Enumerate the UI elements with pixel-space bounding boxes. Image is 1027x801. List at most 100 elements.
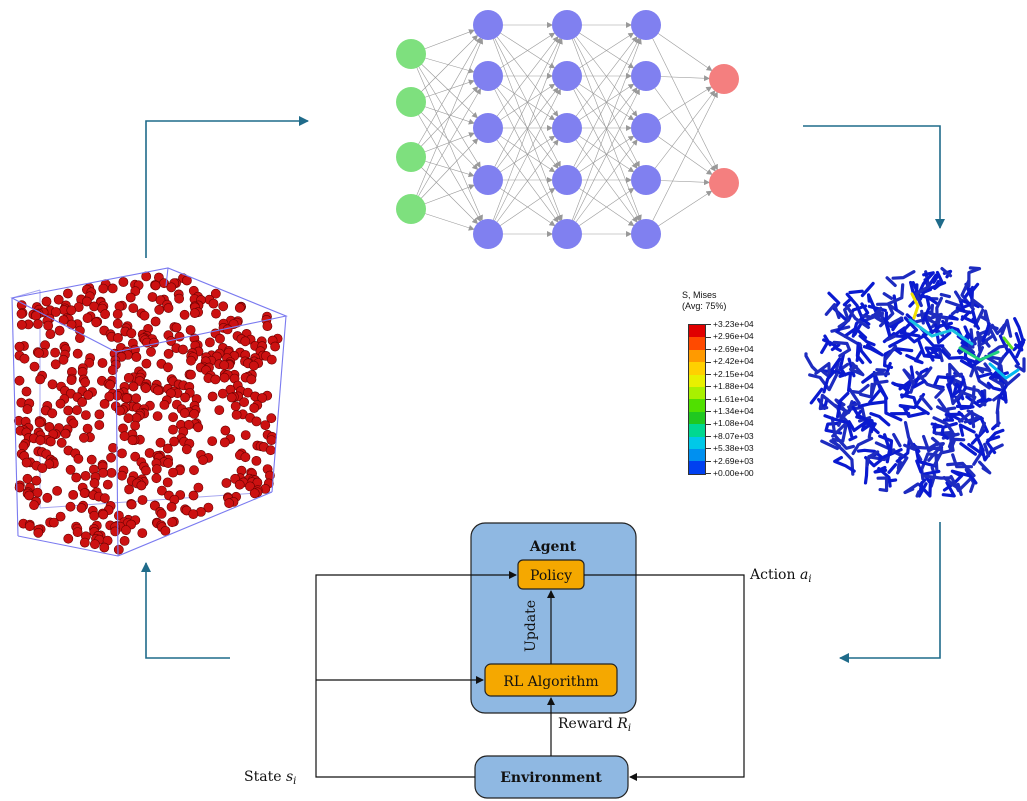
wire-segment xyxy=(935,296,944,322)
sphere xyxy=(94,420,105,430)
sphere xyxy=(99,542,110,553)
wire-segment xyxy=(903,421,916,451)
sphere xyxy=(83,390,93,400)
nn-edge xyxy=(566,87,638,181)
reward-text: Reward Ri xyxy=(558,716,631,734)
wire-segment xyxy=(958,410,976,429)
sphere xyxy=(186,355,196,366)
sphere xyxy=(150,316,161,327)
rl-diagram: Agent Policy RL Algorithm Environment Up… xyxy=(244,522,812,799)
wire-segment xyxy=(814,362,831,379)
wire-segment xyxy=(858,334,876,347)
sphere xyxy=(63,288,73,299)
nn-edge xyxy=(566,24,638,117)
sphere xyxy=(113,332,123,343)
sphere xyxy=(218,301,229,312)
wire-segment xyxy=(834,352,847,377)
sphere xyxy=(178,344,188,355)
wire-segment xyxy=(867,304,887,312)
wire-segment xyxy=(1013,317,1026,359)
sphere xyxy=(72,527,83,537)
wire-segment xyxy=(976,389,992,404)
sphere xyxy=(24,490,35,501)
hidden-node xyxy=(631,113,661,143)
legend-tick-label: +2.96e+04 xyxy=(706,331,754,341)
wire-segment xyxy=(971,317,981,330)
sphere xyxy=(124,484,135,495)
sphere xyxy=(219,437,230,448)
sphere xyxy=(77,397,88,407)
sphere xyxy=(45,436,56,447)
wire-segment xyxy=(935,398,949,414)
wire-segment xyxy=(873,368,891,376)
sphere xyxy=(219,372,230,383)
input-node xyxy=(396,39,426,69)
sphere xyxy=(14,341,25,352)
wire-segment xyxy=(892,294,898,312)
wire-segment xyxy=(891,270,916,280)
legend-tick-label: +1.61e+04 xyxy=(706,394,754,404)
wire-segment xyxy=(1014,357,1026,373)
wire-segment xyxy=(960,310,971,321)
wire-segment xyxy=(892,433,902,448)
wire-segment xyxy=(869,379,889,397)
action-text: Action ai xyxy=(749,567,812,585)
sphere xyxy=(162,477,173,488)
legend-color-band xyxy=(689,337,705,350)
sphere xyxy=(153,385,163,396)
sphere xyxy=(50,307,61,317)
sphere xyxy=(121,393,132,404)
sphere xyxy=(262,321,273,331)
wire-segment xyxy=(895,438,911,463)
sphere xyxy=(113,544,124,555)
wire-segment xyxy=(856,448,885,460)
sphere xyxy=(72,348,83,359)
sphere xyxy=(119,536,130,546)
sphere xyxy=(219,360,230,371)
sphere xyxy=(251,455,262,466)
sphere xyxy=(174,293,184,304)
cycle-arrows xyxy=(141,116,945,663)
wire-segment xyxy=(939,292,952,299)
nn-edge xyxy=(410,86,479,158)
wire-segment xyxy=(933,270,944,291)
sphere xyxy=(112,309,123,319)
sphere xyxy=(168,412,178,423)
wire-segment xyxy=(862,343,884,357)
sphere xyxy=(245,481,255,492)
nn-edge xyxy=(487,24,559,117)
wire-segment xyxy=(932,416,954,434)
sphere xyxy=(99,398,110,409)
sphere-cloud xyxy=(13,271,283,555)
wire-segment xyxy=(958,423,976,437)
wire-segment xyxy=(860,281,875,298)
sphere xyxy=(65,501,76,512)
wire-segment xyxy=(820,439,840,451)
sphere xyxy=(207,436,218,446)
legend-color-band xyxy=(689,436,705,450)
sphere xyxy=(45,329,56,339)
wire-segment xyxy=(977,460,992,475)
wire-segment xyxy=(986,381,1002,392)
sphere xyxy=(53,294,64,305)
sphere xyxy=(66,305,77,316)
sphere xyxy=(266,354,277,365)
state-text: State si xyxy=(244,769,296,787)
nn-edge xyxy=(566,24,642,221)
sphere xyxy=(210,374,221,385)
wire-segment xyxy=(876,476,889,493)
wire-segment xyxy=(927,442,945,462)
nn-edge xyxy=(410,53,483,222)
sphere xyxy=(149,337,159,348)
wire-segment xyxy=(851,405,875,425)
wire-segment xyxy=(845,292,871,326)
sphere xyxy=(126,328,137,339)
nn-edge xyxy=(487,139,559,235)
wire-segment xyxy=(851,302,870,338)
nn-edge xyxy=(410,88,481,210)
wire-segment xyxy=(873,465,888,474)
sphere xyxy=(71,472,82,483)
sphere xyxy=(167,517,177,528)
wire-segment xyxy=(861,306,883,321)
sphere xyxy=(128,381,139,392)
